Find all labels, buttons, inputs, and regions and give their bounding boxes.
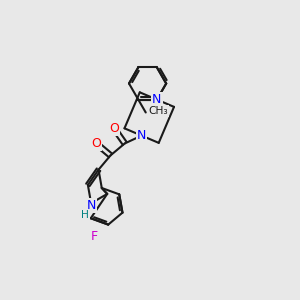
Text: H: H: [82, 211, 89, 220]
Text: CH₃: CH₃: [149, 106, 168, 116]
Text: N: N: [86, 199, 96, 212]
Text: O: O: [91, 137, 101, 150]
Text: O: O: [109, 122, 119, 135]
Text: N: N: [152, 93, 162, 106]
Text: N: N: [137, 129, 146, 142]
Text: F: F: [90, 230, 98, 243]
